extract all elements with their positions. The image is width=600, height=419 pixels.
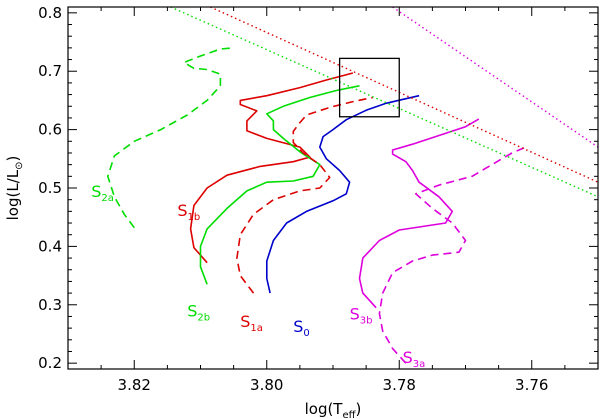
series-label-S0: S0 [293, 317, 310, 339]
series-line-S3b [358, 118, 480, 309]
series-label-S3a: S3a [403, 348, 426, 370]
series-line-S0 [266, 94, 420, 294]
series-label-S2a: S2a [91, 182, 114, 204]
series-label-layer: S2a S1b S2b S1a S0 S3b S3a [91, 182, 425, 370]
x-tick-label: 3.76 [515, 376, 548, 394]
x-tick-label: 3.82 [118, 376, 151, 394]
y-tick-label: 0.8 [38, 4, 62, 22]
series-label-S1b: S1b [177, 201, 200, 223]
y-axis-title: log(L/L⊙) [4, 156, 25, 221]
y-tick-label: 0.3 [38, 296, 62, 314]
x-axis-title: log(Teff) [305, 400, 362, 419]
series-label-S1a: S1a [240, 312, 263, 334]
series-line-S1a [236, 96, 373, 294]
series-line-S1b [189, 72, 354, 264]
series-line-S3a [378, 145, 529, 364]
series-line-red-dotted [210, 7, 598, 183]
y-tick-label: 0.6 [38, 121, 62, 139]
series-line-magenta-dotted [392, 7, 598, 148]
series-label-S3b: S3b [350, 304, 373, 326]
series-layer [107, 7, 598, 364]
y-tick-label: 0.2 [38, 354, 62, 372]
y-tick-label: 0.4 [38, 237, 62, 255]
y-tick-label: 0.7 [38, 62, 62, 80]
tick-layer: 3.82 3.80 3.78 3.76 0.2 0.3 0.4 0.5 0.6 0.7 0.8 [38, 4, 599, 394]
series-line-green-dotted [170, 7, 598, 198]
zoom-box [338, 57, 400, 118]
series-line-S2b [199, 85, 360, 285]
series-label-S2b: S2b [187, 301, 210, 323]
y-tick-label: 0.5 [38, 179, 62, 197]
x-tick-label: 3.80 [250, 376, 283, 394]
x-tick-label: 3.78 [383, 376, 416, 394]
zoom-box-layer [338, 57, 400, 118]
plot-frame [67, 6, 599, 370]
series-line-S2a [107, 47, 234, 229]
